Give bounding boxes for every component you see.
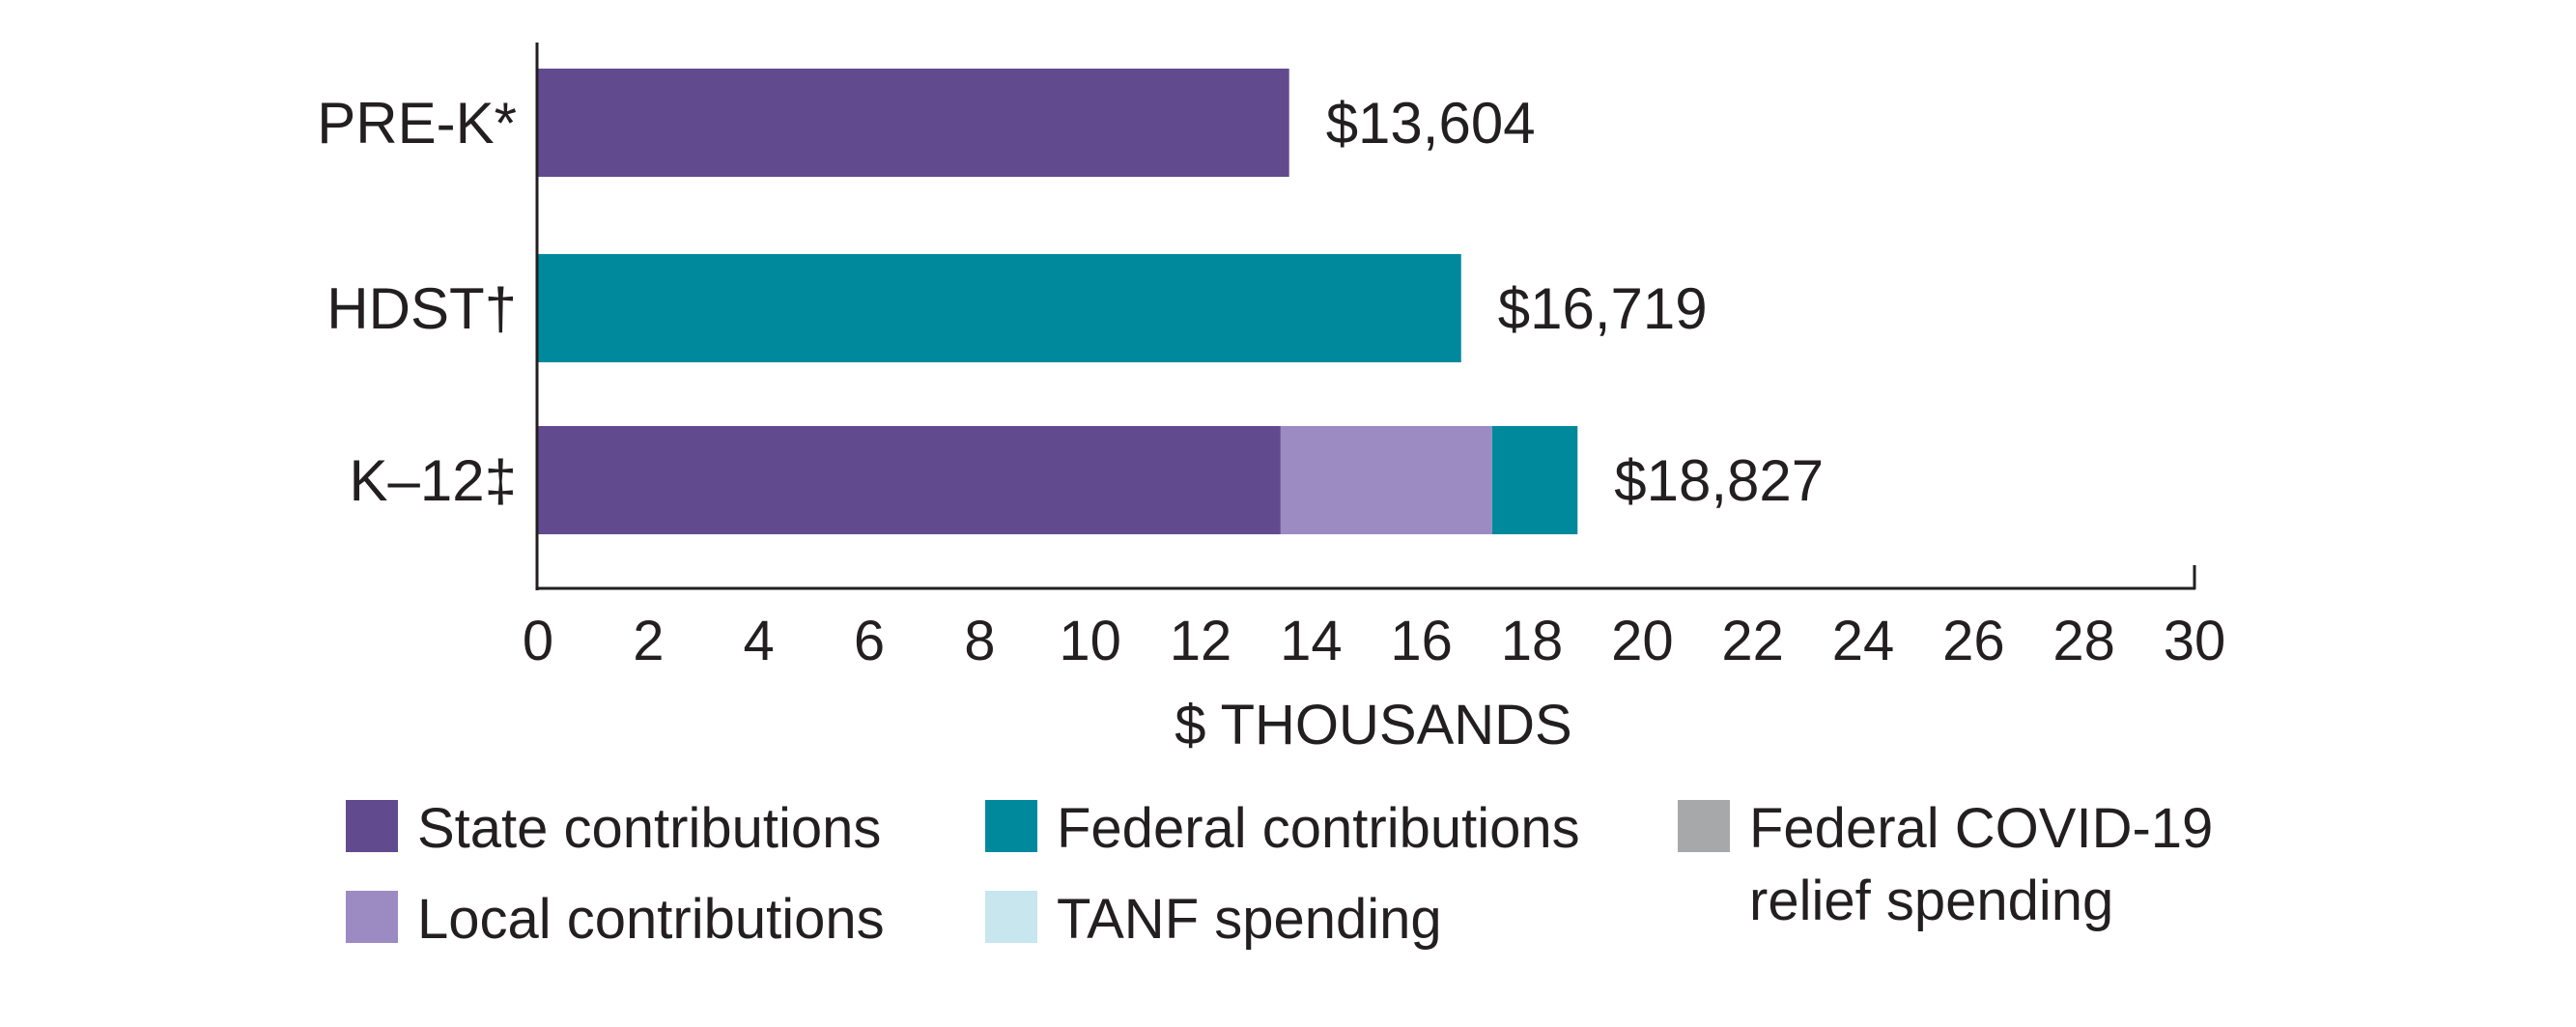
legend-swatch bbox=[985, 800, 1037, 852]
category-label: K–12‡ bbox=[350, 448, 518, 513]
bar-segment-federal-contributions-2 bbox=[538, 254, 1461, 362]
bar-segment-state-contributions-1 bbox=[538, 69, 1289, 177]
x-tick-label: 20 bbox=[1611, 610, 1674, 672]
x-tick-label: 24 bbox=[1832, 610, 1895, 672]
legend-swatch bbox=[985, 891, 1037, 943]
x-tick-label: 0 bbox=[523, 610, 553, 672]
legend-label: Local contributions bbox=[417, 888, 885, 951]
legend-swatch bbox=[346, 800, 398, 852]
x-tick-label: 26 bbox=[1942, 610, 2005, 672]
legend-label: State contributions bbox=[417, 797, 881, 860]
bar-segment-state-contributions-3 bbox=[538, 426, 1281, 534]
category-label: PRE-K* bbox=[317, 91, 517, 156]
total-value-label: $16,719 bbox=[1498, 276, 1708, 341]
legend-swatch bbox=[1678, 800, 1730, 852]
x-tick-label: 2 bbox=[633, 610, 664, 672]
legend-swatch bbox=[346, 891, 398, 943]
x-tick-label: 4 bbox=[744, 610, 775, 672]
x-tick-label: 6 bbox=[854, 610, 885, 672]
x-tick-label: 16 bbox=[1390, 610, 1453, 672]
legend-label: TANF spending bbox=[1057, 888, 1442, 951]
x-tick-label: 10 bbox=[1059, 610, 1121, 672]
x-tick-label: 14 bbox=[1280, 610, 1343, 672]
bar-segment-local-contributions-3 bbox=[1280, 426, 1492, 534]
value-labels: $13,604 $16,719 $18,827 bbox=[1326, 91, 1824, 513]
legend-label: Federal COVID-19 bbox=[1749, 797, 2213, 860]
category-labels: PRE-K* HDST† K–12‡ bbox=[317, 91, 517, 513]
legend-label: relief spending bbox=[1749, 870, 2113, 932]
x-tick-label: 30 bbox=[2164, 610, 2226, 672]
total-value-label: $13,604 bbox=[1326, 91, 1536, 156]
legend-label: Federal contributions bbox=[1057, 797, 1580, 860]
total-value-label: $18,827 bbox=[1614, 448, 1824, 513]
x-axis-title: $ THOUSANDS bbox=[1175, 694, 1571, 756]
x-tick-label: 12 bbox=[1170, 610, 1232, 672]
tick-labels: 0 2 4 6 8 10 12 14 16 18 20 22 24 26 28 30 bbox=[523, 610, 2225, 672]
x-tick-label: 28 bbox=[2052, 610, 2115, 672]
x-tick-label: 22 bbox=[1721, 610, 1784, 672]
legend: State contributions Local contributions Fe… bbox=[346, 797, 2213, 951]
bar-segment-federal-contributions-3 bbox=[1491, 426, 1578, 534]
axes bbox=[535, 43, 2196, 590]
x-tick-label: 8 bbox=[964, 610, 995, 672]
bars-group bbox=[538, 69, 1578, 534]
x-tick-label: 18 bbox=[1501, 610, 1564, 672]
category-label: HDST† bbox=[326, 276, 517, 341]
